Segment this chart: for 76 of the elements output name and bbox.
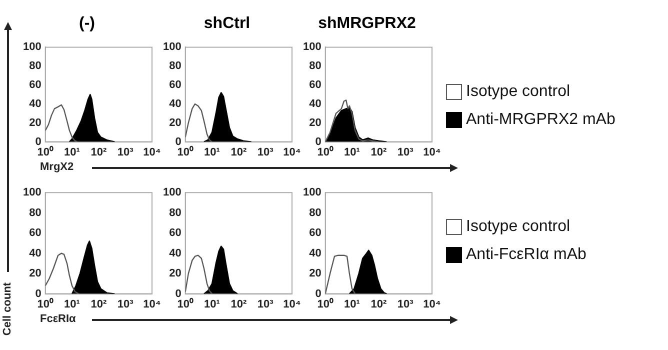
x-tick-label: 10²	[230, 146, 247, 158]
x-tick-label: 10⁴	[143, 146, 161, 158]
x-tick-label: 10²	[370, 298, 387, 310]
y-tick-label: 60	[29, 227, 42, 240]
y-tick-label: 0	[315, 288, 322, 300]
x-tick-label: 10⁴	[423, 146, 441, 158]
x-axis-title: FcεRIα	[40, 313, 76, 325]
y-tick-label: 40	[169, 247, 182, 260]
x-tick-label: 10²	[90, 146, 107, 158]
y-tick-label: 0	[175, 288, 182, 300]
x-tick-label: 10¹	[344, 298, 360, 310]
y-tick-label: 40	[309, 247, 322, 260]
y-tick-label: 100	[22, 186, 42, 199]
x-tick-label: 10⁰	[177, 145, 194, 158]
y-tick-label: 0	[35, 136, 42, 148]
y-axis-title: Cell count	[2, 282, 14, 336]
x-tick-label: 10¹	[344, 146, 360, 158]
x-tick-label: 10³	[257, 146, 274, 158]
y-tick-label: 0	[175, 136, 182, 148]
chart-title: (-)	[79, 15, 95, 32]
x-tick-label: 10⁰	[37, 297, 54, 310]
y-tick-label: 40	[309, 98, 322, 110]
y-tick-label: 20	[169, 268, 182, 280]
y-tick-label: 0	[315, 136, 322, 148]
y-tick-label: 100	[162, 186, 182, 199]
x-tick-label: 10¹	[204, 298, 220, 310]
y-tick-label: 60	[309, 227, 322, 240]
y-tick-label: 100	[302, 186, 322, 199]
y-tick-label: 40	[169, 98, 182, 110]
x-tick-label: 10²	[90, 298, 107, 310]
y-tick-label: 0	[35, 288, 42, 300]
y-tick-label: 20	[29, 116, 42, 129]
x-tick-label: 10³	[117, 146, 134, 158]
text: Isotype control	[466, 218, 570, 236]
x-tick-label: 10⁴	[283, 146, 301, 158]
y-tick-label: 20	[29, 268, 42, 280]
text: Anti-FcεRIα mAb	[466, 246, 586, 264]
x-tick-label: 10³	[117, 298, 134, 310]
x-tick-label: 10¹	[204, 146, 220, 158]
x-tick-label: 10²	[230, 298, 247, 310]
x-tick-label: 10⁰	[317, 145, 334, 158]
x-tick-label: 10⁴	[143, 298, 161, 310]
legend-label: Anti-MRGPRX2 mAb	[466, 111, 616, 129]
x-tick-label: 10⁰	[177, 297, 194, 310]
x-tick-label: 10⁰	[317, 297, 334, 310]
y-tick-label: 60	[169, 79, 182, 92]
y-tick-label: 100	[22, 41, 42, 54]
y-tick-label: 20	[309, 116, 322, 129]
y-tick-label: 60	[29, 79, 42, 92]
x-tick-label: 10³	[257, 298, 274, 310]
x-tick-label: 10¹	[64, 298, 80, 310]
x-tick-label: 10³	[397, 298, 414, 310]
y-tick-label: 20	[309, 268, 322, 280]
y-tick-label: 40	[29, 247, 42, 260]
chart-title: shCtrl	[204, 15, 250, 32]
y-tick-label: 80	[309, 206, 322, 219]
y-tick-label: 80	[169, 60, 182, 72]
y-tick-label: 60	[169, 227, 182, 240]
x-tick-label: 10¹	[64, 146, 80, 158]
y-tick-label: 60	[309, 79, 322, 92]
y-tick-label: 80	[29, 60, 42, 72]
y-tick-label: 20	[169, 116, 182, 129]
x-tick-label: 10³	[397, 146, 414, 158]
x-tick-label: 10⁴	[283, 298, 301, 310]
y-tick-label: 80	[169, 206, 182, 219]
y-tick-label: 80	[309, 60, 322, 72]
x-tick-label: 10²	[370, 146, 387, 158]
y-tick-label: 100	[302, 41, 322, 54]
x-axis-title: MrgX2	[40, 161, 74, 173]
y-tick-label: 100	[162, 41, 182, 54]
x-tick-label: 10⁰	[37, 145, 54, 158]
legend-label: Isotype control	[466, 83, 570, 101]
y-tick-label: 40	[29, 98, 42, 110]
x-tick-label: 10⁴	[423, 298, 441, 310]
y-tick-label: 80	[29, 206, 42, 219]
chart-title: shMRGPRX2	[318, 15, 416, 32]
